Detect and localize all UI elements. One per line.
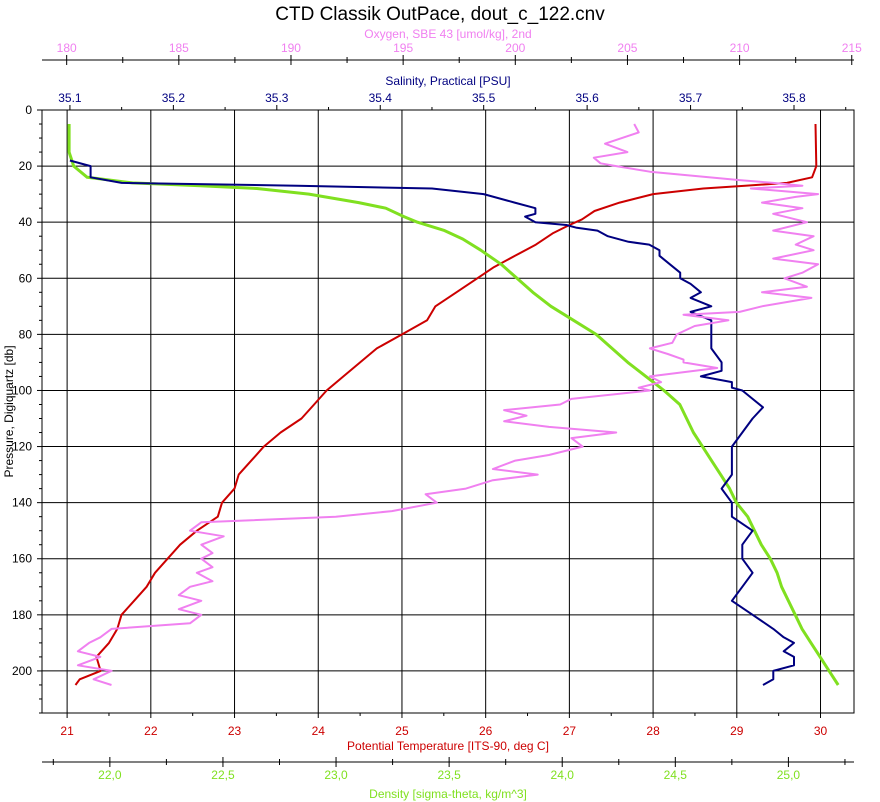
x-tick-label-oxygen: 180 xyxy=(57,41,77,55)
y-tick-label: 180 xyxy=(12,608,32,622)
x-tick-label-density: 24,0 xyxy=(551,768,575,782)
x-tick-label-salinity: 35.6 xyxy=(575,91,599,105)
y-tick-label: 20 xyxy=(19,159,33,173)
y-tick-label: 160 xyxy=(12,552,32,566)
y-tick-label: 200 xyxy=(12,664,32,678)
x-tick-label-density: 23,0 xyxy=(324,768,348,782)
series-line-density xyxy=(67,124,840,686)
x-tick-label-density: 24,5 xyxy=(664,768,688,782)
y-tick-label: 140 xyxy=(12,496,32,510)
x-tick-label-temperature: 22 xyxy=(144,724,158,738)
y-tick-label: 120 xyxy=(12,440,32,454)
x-tick-label-temperature: 27 xyxy=(563,724,577,738)
y-tick-label: 80 xyxy=(19,327,33,341)
x-axis-title-temperature: Potential Temperature [ITS-90, deg C] xyxy=(347,739,549,753)
x-tick-label-density: 25,0 xyxy=(777,768,801,782)
x-tick-label-temperature: 21 xyxy=(60,724,74,738)
x-tick-label-oxygen: 210 xyxy=(730,41,750,55)
series-line-temperature xyxy=(74,123,818,686)
x-tick-label-temperature: 26 xyxy=(479,724,493,738)
x-tick-label-temperature: 29 xyxy=(730,724,744,738)
x-tick-label-salinity: 35.7 xyxy=(679,91,703,105)
chart-title: CTD Classik OutPace, dout_c_122.cnv xyxy=(275,4,605,25)
x-tick-label-temperature: 25 xyxy=(395,724,409,738)
y-tick-label: 60 xyxy=(19,271,33,285)
y-tick-label: 40 xyxy=(19,215,33,229)
x-tick-label-oxygen: 195 xyxy=(393,41,413,55)
x-tick-label-density: 22,0 xyxy=(98,768,122,782)
x-tick-label-density: 23,5 xyxy=(437,768,461,782)
y-tick-label: 0 xyxy=(25,103,32,117)
x-tick-label-temperature: 24 xyxy=(312,724,326,738)
y-axis-title: Pressure, Digiquartz [db] xyxy=(2,345,16,477)
x-tick-label-salinity: 35.4 xyxy=(369,91,393,105)
x-axis-title-oxygen: Oxygen, SBE 43 [umol/kg], 2nd xyxy=(364,27,531,41)
x-axis-title-salinity: Salinity, Practical [PSU] xyxy=(385,74,510,88)
x-tick-label-temperature: 30 xyxy=(814,724,828,738)
data-series xyxy=(67,123,840,686)
x-tick-label-oxygen: 185 xyxy=(169,41,189,55)
series-line-oxygen xyxy=(76,123,820,686)
x-tick-label-oxygen: 190 xyxy=(281,41,301,55)
grid-lines xyxy=(42,110,854,713)
x-tick-label-salinity: 35.8 xyxy=(782,91,806,105)
x-tick-label-density: 22,5 xyxy=(211,768,235,782)
x-tick-label-temperature: 28 xyxy=(646,724,660,738)
y-tick-label: 100 xyxy=(12,383,32,397)
series-line-salinity xyxy=(69,159,795,686)
x-axis-title-density: Density [sigma-theta, kg/m^3] xyxy=(369,787,527,801)
plot-frame xyxy=(41,109,855,714)
x-tick-label-salinity: 35.2 xyxy=(162,91,186,105)
x-tick-label-temperature: 23 xyxy=(228,724,242,738)
x-tick-label-salinity: 35.1 xyxy=(58,91,82,105)
x-tick-label-salinity: 35.5 xyxy=(472,91,496,105)
x-tick-label-oxygen: 215 xyxy=(842,41,862,55)
x-tick-label-oxygen: 205 xyxy=(617,41,637,55)
x-tick-label-salinity: 35.3 xyxy=(265,91,289,105)
axes: 0 20 40 60 80 100 120 140 160 180 200 Pressure, Dig… xyxy=(2,27,862,801)
x-tick-label-oxygen: 200 xyxy=(505,41,525,55)
